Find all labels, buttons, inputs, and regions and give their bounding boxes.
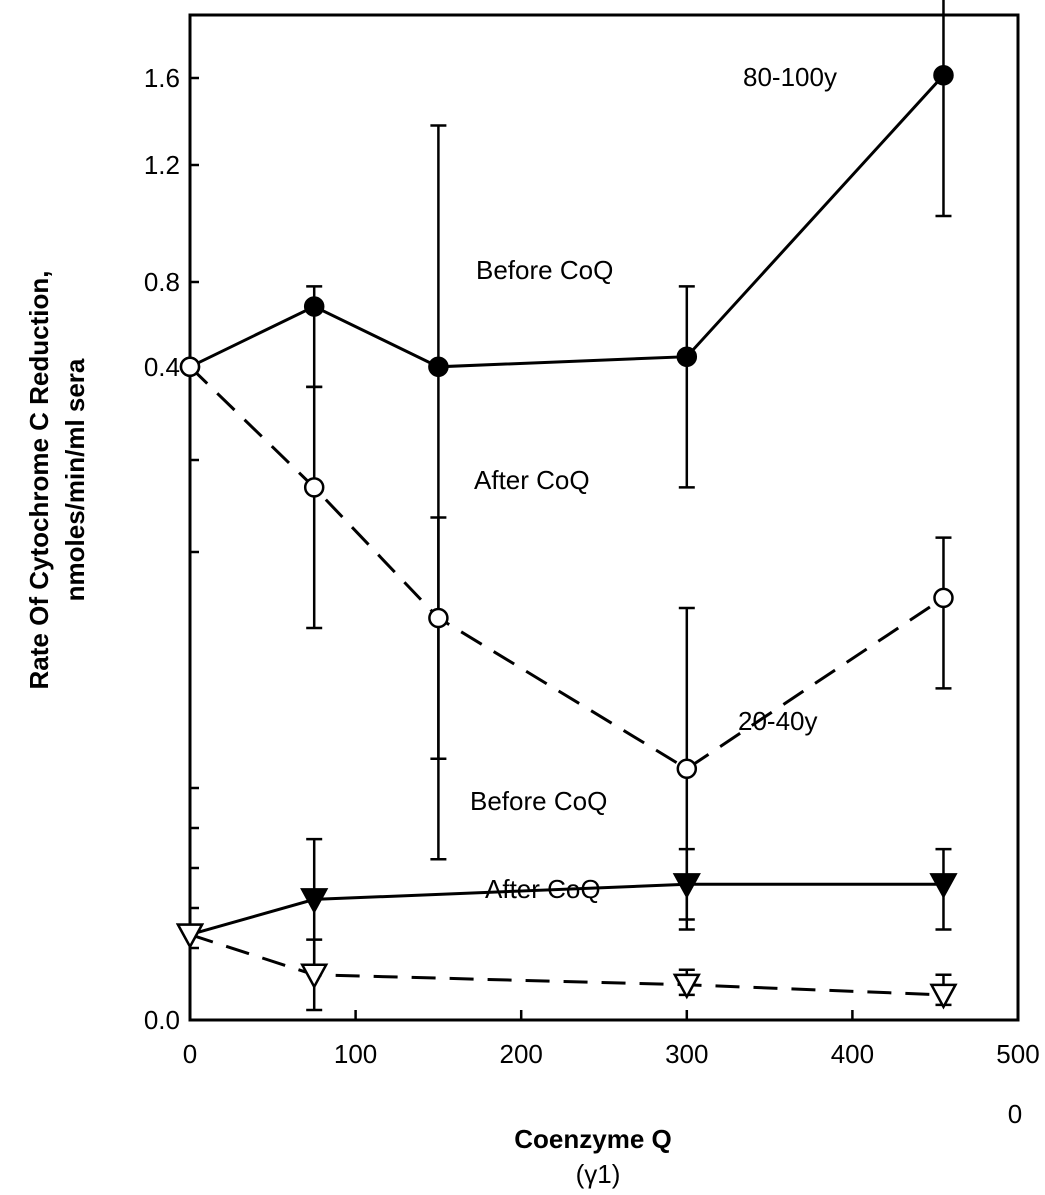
data-point	[929, 873, 958, 899]
y-tick-label: 1.2	[144, 150, 180, 180]
data-point	[929, 983, 958, 1010]
data-point	[300, 888, 329, 915]
data-point	[179, 356, 201, 377]
series-label-after-coq-young: After CoQ	[485, 874, 601, 904]
series-line	[189, 74, 945, 369]
y-tick-label: 0.4	[144, 352, 180, 382]
x-tick-label: 200	[500, 1039, 543, 1069]
group-label-20-40y: 20-40y	[738, 706, 818, 736]
series-line	[188, 365, 945, 771]
plot-frame	[188, 13, 1020, 1022]
x-axis-title: Coenzyme Q	[514, 1124, 672, 1154]
x-axis-unit: (γ1)	[576, 1159, 621, 1189]
series-line	[189, 933, 944, 997]
x-axis-ticks: 0 100 200 300 400 500	[183, 1010, 1040, 1069]
group-label-80-100y: 80-100y	[743, 62, 837, 92]
data-point	[428, 356, 449, 377]
x-axis-extra-label: 0	[1008, 1099, 1022, 1129]
y-axis-title-line2: nmoles/min/ml sera	[60, 358, 90, 601]
data-point	[933, 65, 954, 86]
data-point	[672, 973, 701, 1000]
y-tick-label: 0.0	[144, 1005, 180, 1035]
series-label-before-coq-young: Before CoQ	[470, 786, 607, 816]
series-layer	[175, 0, 958, 1012]
data-point	[303, 296, 325, 317]
y-axis-title-line1: Rate Of Cytochrome C Reduction,	[24, 271, 54, 690]
x-tick-label: 100	[334, 1039, 377, 1069]
x-tick-label: 0	[183, 1039, 197, 1069]
series-3	[175, 923, 958, 1012]
data-point	[428, 607, 449, 629]
series-line	[189, 882, 944, 937]
data-point	[300, 963, 329, 990]
y-tick-label: 0.8	[144, 267, 180, 297]
y-tick-label: 1.6	[144, 63, 180, 93]
series-2	[175, 837, 958, 971]
series-0	[179, 0, 954, 760]
x-tick-label: 300	[665, 1039, 708, 1069]
series-1	[179, 356, 954, 921]
data-point	[933, 587, 954, 609]
y-axis-ticks: 0.0 0.4 0.8 1.2 1.6	[144, 63, 199, 1035]
x-tick-label: 500	[996, 1039, 1039, 1069]
data-point	[676, 758, 698, 779]
data-point	[175, 923, 205, 950]
series-label-before-coq-elderly: Before CoQ	[476, 255, 613, 285]
data-point	[303, 477, 325, 498]
data-point	[672, 873, 701, 899]
series-label-after-coq-elderly: After CoQ	[474, 465, 590, 495]
x-tick-label: 400	[831, 1039, 874, 1069]
data-point	[676, 346, 698, 367]
